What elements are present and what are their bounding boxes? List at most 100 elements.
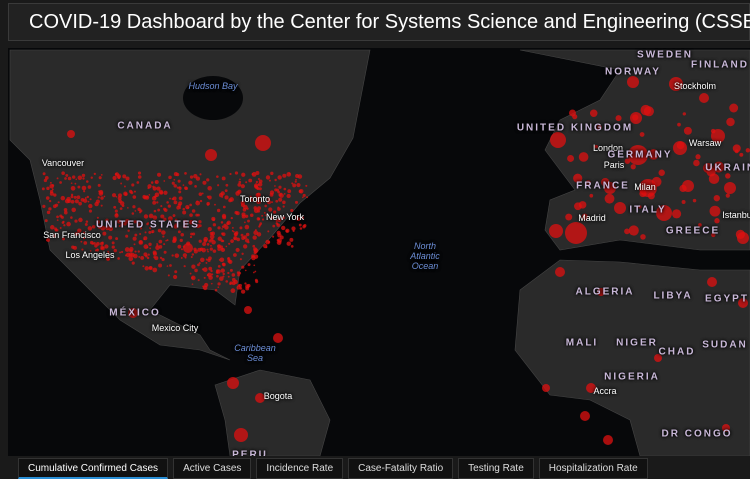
case-dot	[713, 195, 720, 202]
case-dot	[49, 181, 52, 184]
case-dot	[275, 199, 279, 203]
case-dot	[234, 428, 248, 442]
case-dot	[255, 171, 260, 176]
case-dot	[215, 271, 219, 274]
case-dot	[134, 250, 137, 253]
case-dot	[240, 233, 244, 237]
case-dot	[216, 175, 219, 178]
case-dot	[281, 225, 286, 231]
case-dot	[87, 226, 93, 231]
case-dot	[256, 187, 260, 191]
tab[interactable]: Case-Fatality Ratio	[348, 458, 454, 479]
case-dot	[294, 200, 299, 204]
case-dot	[225, 245, 228, 248]
case-dot	[247, 263, 251, 267]
case-dot	[230, 288, 236, 294]
case-dot	[174, 218, 178, 222]
case-dot	[277, 207, 281, 211]
case-dot	[210, 244, 212, 247]
tab[interactable]: Active Cases	[173, 458, 252, 479]
case-dot	[259, 222, 263, 225]
case-dot	[249, 213, 254, 218]
case-dot	[291, 226, 296, 231]
case-dot	[163, 243, 166, 246]
case-dot	[199, 199, 203, 203]
case-dot	[96, 220, 101, 225]
case-dot	[239, 178, 241, 181]
case-dot	[108, 235, 113, 240]
case-dot	[738, 298, 748, 308]
case-dot	[158, 189, 164, 195]
case-dot	[132, 236, 137, 241]
case-dot	[156, 201, 159, 204]
case-dot	[163, 208, 168, 212]
map-label: NIGERIA	[604, 371, 660, 383]
case-dot	[148, 213, 154, 219]
case-dot	[248, 178, 253, 183]
case-dot	[624, 158, 631, 164]
case-dot	[550, 132, 566, 148]
case-dot	[107, 250, 110, 253]
case-dot	[253, 208, 259, 214]
case-dot	[123, 185, 126, 188]
case-dot	[206, 274, 209, 277]
case-dot	[182, 207, 186, 211]
case-dot	[268, 179, 271, 182]
case-dot	[270, 201, 273, 204]
tab[interactable]: Cumulative Confirmed Cases	[18, 458, 169, 479]
case-dot	[261, 218, 265, 221]
map-label: SUDAN	[702, 339, 748, 351]
case-dot	[624, 228, 630, 235]
tab[interactable]: Testing Rate	[458, 458, 534, 479]
case-dot	[289, 237, 294, 242]
case-dot	[698, 223, 702, 227]
map-label: Mexico City	[151, 323, 199, 333]
case-dot	[244, 269, 247, 272]
case-dot	[172, 236, 177, 241]
case-dot	[124, 192, 128, 196]
case-dot	[174, 270, 178, 274]
case-dot	[137, 175, 142, 179]
case-dot	[152, 186, 157, 191]
case-dot	[189, 213, 193, 217]
case-dot	[189, 235, 193, 239]
map-label: Istanbul	[722, 210, 750, 220]
case-dot	[176, 205, 180, 210]
case-dot	[166, 265, 169, 267]
case-dot	[294, 180, 297, 183]
case-dot	[676, 141, 685, 150]
case-dot	[258, 225, 261, 228]
case-dot	[202, 180, 207, 185]
case-dot	[81, 185, 87, 191]
case-dot	[267, 240, 271, 244]
case-dot	[77, 185, 81, 189]
case-dot	[672, 209, 682, 219]
case-dot	[276, 223, 279, 226]
case-dot	[189, 220, 194, 225]
case-dot	[199, 173, 202, 176]
case-dot	[78, 217, 83, 223]
case-dot	[230, 239, 234, 243]
case-dot	[138, 255, 141, 258]
case-dot	[234, 171, 239, 175]
case-dot	[268, 207, 273, 212]
case-dot	[168, 175, 172, 180]
case-dot	[585, 180, 591, 186]
case-dot	[709, 205, 721, 217]
case-dot	[81, 248, 84, 251]
case-dot	[63, 224, 66, 227]
tab[interactable]: Hospitalization Rate	[538, 458, 648, 479]
case-dot	[75, 178, 78, 181]
case-dot	[210, 238, 214, 242]
case-dot	[120, 223, 124, 226]
case-dot	[137, 171, 142, 175]
case-dot	[286, 241, 291, 246]
case-dot	[231, 281, 236, 286]
case-dot	[177, 179, 181, 183]
case-dot	[61, 171, 65, 175]
case-dot	[180, 257, 183, 259]
case-dot	[148, 266, 153, 270]
case-dot	[146, 222, 149, 226]
case-dot	[119, 207, 123, 210]
tab[interactable]: Incidence Rate	[256, 458, 344, 479]
